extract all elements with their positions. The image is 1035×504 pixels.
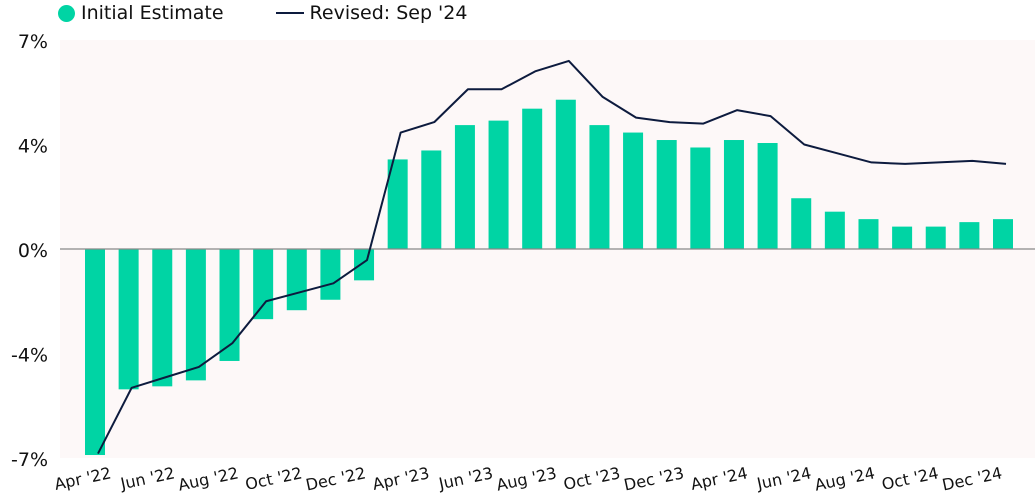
x-tick-label: Oct '23 — [562, 463, 622, 494]
y-tick-label: 4% — [18, 136, 48, 158]
bar-initial-estimate — [387, 159, 408, 249]
bar-initial-estimate — [185, 249, 206, 381]
bar-initial-estimate — [152, 249, 173, 387]
bar-initial-estimate — [522, 108, 543, 250]
x-tick-label: Dec '22 — [304, 463, 367, 494]
bar-initial-estimate — [354, 249, 375, 281]
bar-initial-estimate — [320, 249, 341, 300]
x-tick-label: Aug '24 — [813, 463, 877, 494]
bar-initial-estimate — [993, 219, 1013, 249]
bar-initial-estimate — [454, 125, 475, 249]
x-tick-label: Jun '24 — [754, 463, 813, 493]
x-tick-label: Aug '23 — [495, 463, 559, 494]
bar-initial-estimate — [85, 249, 105, 456]
bar-initial-estimate — [589, 125, 610, 249]
bar-initial-estimate — [791, 198, 812, 249]
y-tick-label: -4% — [11, 345, 48, 367]
legend-initial-estimate-marker — [58, 4, 75, 22]
x-tick-label: Dec '23 — [622, 463, 685, 494]
bar-initial-estimate — [656, 140, 677, 249]
bar-initial-estimate — [118, 249, 139, 390]
x-tick-label: Oct '22 — [244, 463, 304, 494]
bar-initial-estimate — [286, 249, 307, 311]
bar-initial-estimate — [555, 99, 576, 249]
x-tick-label: Oct '24 — [880, 463, 940, 494]
bar-initial-estimate — [959, 222, 980, 249]
legend: Initial Estimate Revised: Sep '24 — [58, 2, 467, 24]
x-tick-label: Apr '23 — [371, 463, 431, 494]
bar-initial-estimate — [623, 132, 644, 249]
bar-initial-estimate — [858, 219, 879, 249]
line-revised — [97, 59, 1007, 454]
bar-initial-estimate — [421, 150, 442, 249]
bar-initial-estimate — [824, 211, 845, 249]
legend-initial-estimate-label: Initial Estimate — [81, 2, 224, 24]
x-tick-label: Jun '23 — [436, 463, 495, 493]
x-tick-label: Jun '22 — [118, 463, 177, 493]
bar-initial-estimate — [219, 249, 240, 361]
y-tick-label: 7% — [18, 31, 48, 53]
x-tick-label: Apr '24 — [689, 463, 749, 494]
bar-initial-estimate — [723, 140, 744, 249]
x-tick-label: Dec '24 — [940, 463, 1003, 494]
y-tick-label: 0% — [18, 240, 48, 262]
bar-initial-estimate — [925, 226, 946, 249]
bar-initial-estimate — [757, 143, 778, 249]
x-tick-label: Aug '22 — [176, 463, 240, 494]
y-tick-label: -7% — [11, 449, 48, 471]
bar-initial-estimate — [690, 147, 711, 249]
bar-initial-estimate — [253, 249, 274, 320]
legend-revised-marker — [275, 12, 304, 14]
x-tick-label: Apr '22 — [53, 463, 113, 494]
legend-revised-label: Revised: Sep '24 — [309, 2, 468, 24]
bar-initial-estimate — [892, 226, 913, 249]
bar-initial-estimate — [488, 120, 509, 249]
